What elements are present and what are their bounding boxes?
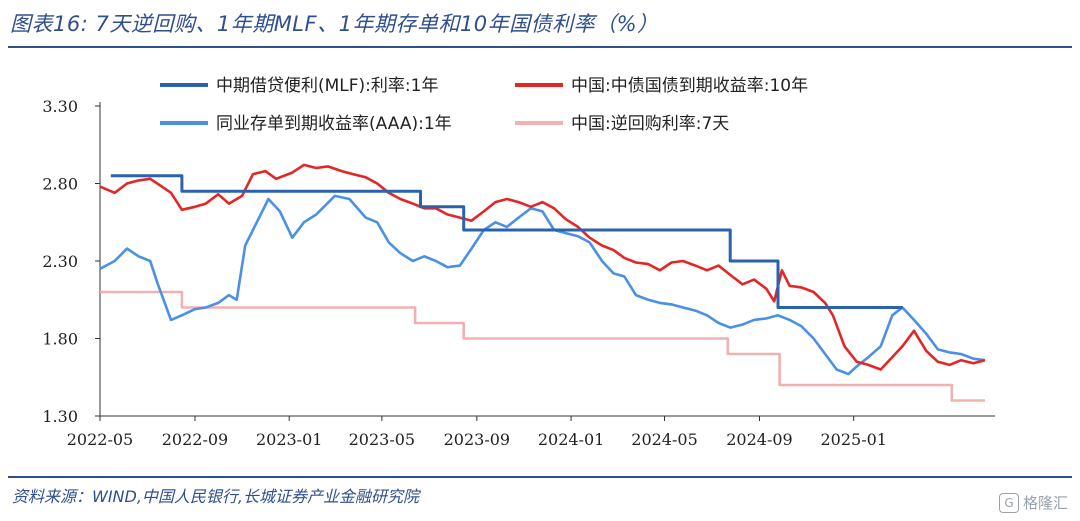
x-tick-label: 2023-05 xyxy=(349,430,415,449)
x-tick-label: 2022-09 xyxy=(162,430,228,449)
y-tick-label: 3.30 xyxy=(42,97,78,116)
x-tick-label: 2023-01 xyxy=(256,430,322,449)
y-tick-label: 2.80 xyxy=(42,175,78,194)
series-line-3 xyxy=(99,163,986,371)
x-tick-label: 2024-01 xyxy=(538,430,604,449)
x-tick-label: 2024-05 xyxy=(631,430,697,449)
y-tick-label: 1.30 xyxy=(42,407,78,426)
watermark: G 格隆汇 xyxy=(998,492,1068,513)
legend-label: 中期借贷便利(MLF):利率:1年 xyxy=(216,76,438,96)
y-tick-label: 2.30 xyxy=(42,252,78,271)
x-tick-label: 2024-09 xyxy=(726,430,792,449)
legend-label: 同业存单到期收益率(AAA):1年 xyxy=(216,114,452,134)
series-line-1 xyxy=(100,290,985,402)
x-tick-label: 2022-05 xyxy=(67,430,133,449)
series-line-4 xyxy=(110,174,903,309)
source-note: 资料来源：WIND,中国人民银行,长城证券产业金融研究院 xyxy=(12,487,420,506)
legend-label: 中国:逆回购利率:7天 xyxy=(571,114,729,134)
chart-series xyxy=(99,163,986,402)
series-line-2 xyxy=(99,194,986,376)
watermark-text: 格隆汇 xyxy=(1022,494,1068,512)
x-tick-label: 2025-01 xyxy=(820,430,886,449)
watermark-logo-icon: G xyxy=(998,492,1019,513)
chart-legend: 中期借贷便利(MLF):利率:1年 中国:中债国债到期收益率:10年同业存单到期收… xyxy=(160,76,808,134)
legend-label: 中国:中债国债到期收益率:10年 xyxy=(571,76,808,96)
y-tick-label: 1.80 xyxy=(42,330,78,349)
x-tick-label: 2023-09 xyxy=(444,430,510,449)
source-divider xyxy=(8,476,1072,478)
chart-axes: 1.30 1.80 2.30 2.80 3.30 2022-05 2022-09 2023-0… xyxy=(42,97,995,449)
title-divider xyxy=(8,46,1072,48)
chart-title: 图表16: 7天逆回购、1年期MLF、1年期存单和10年国债利率（%） xyxy=(10,12,659,36)
